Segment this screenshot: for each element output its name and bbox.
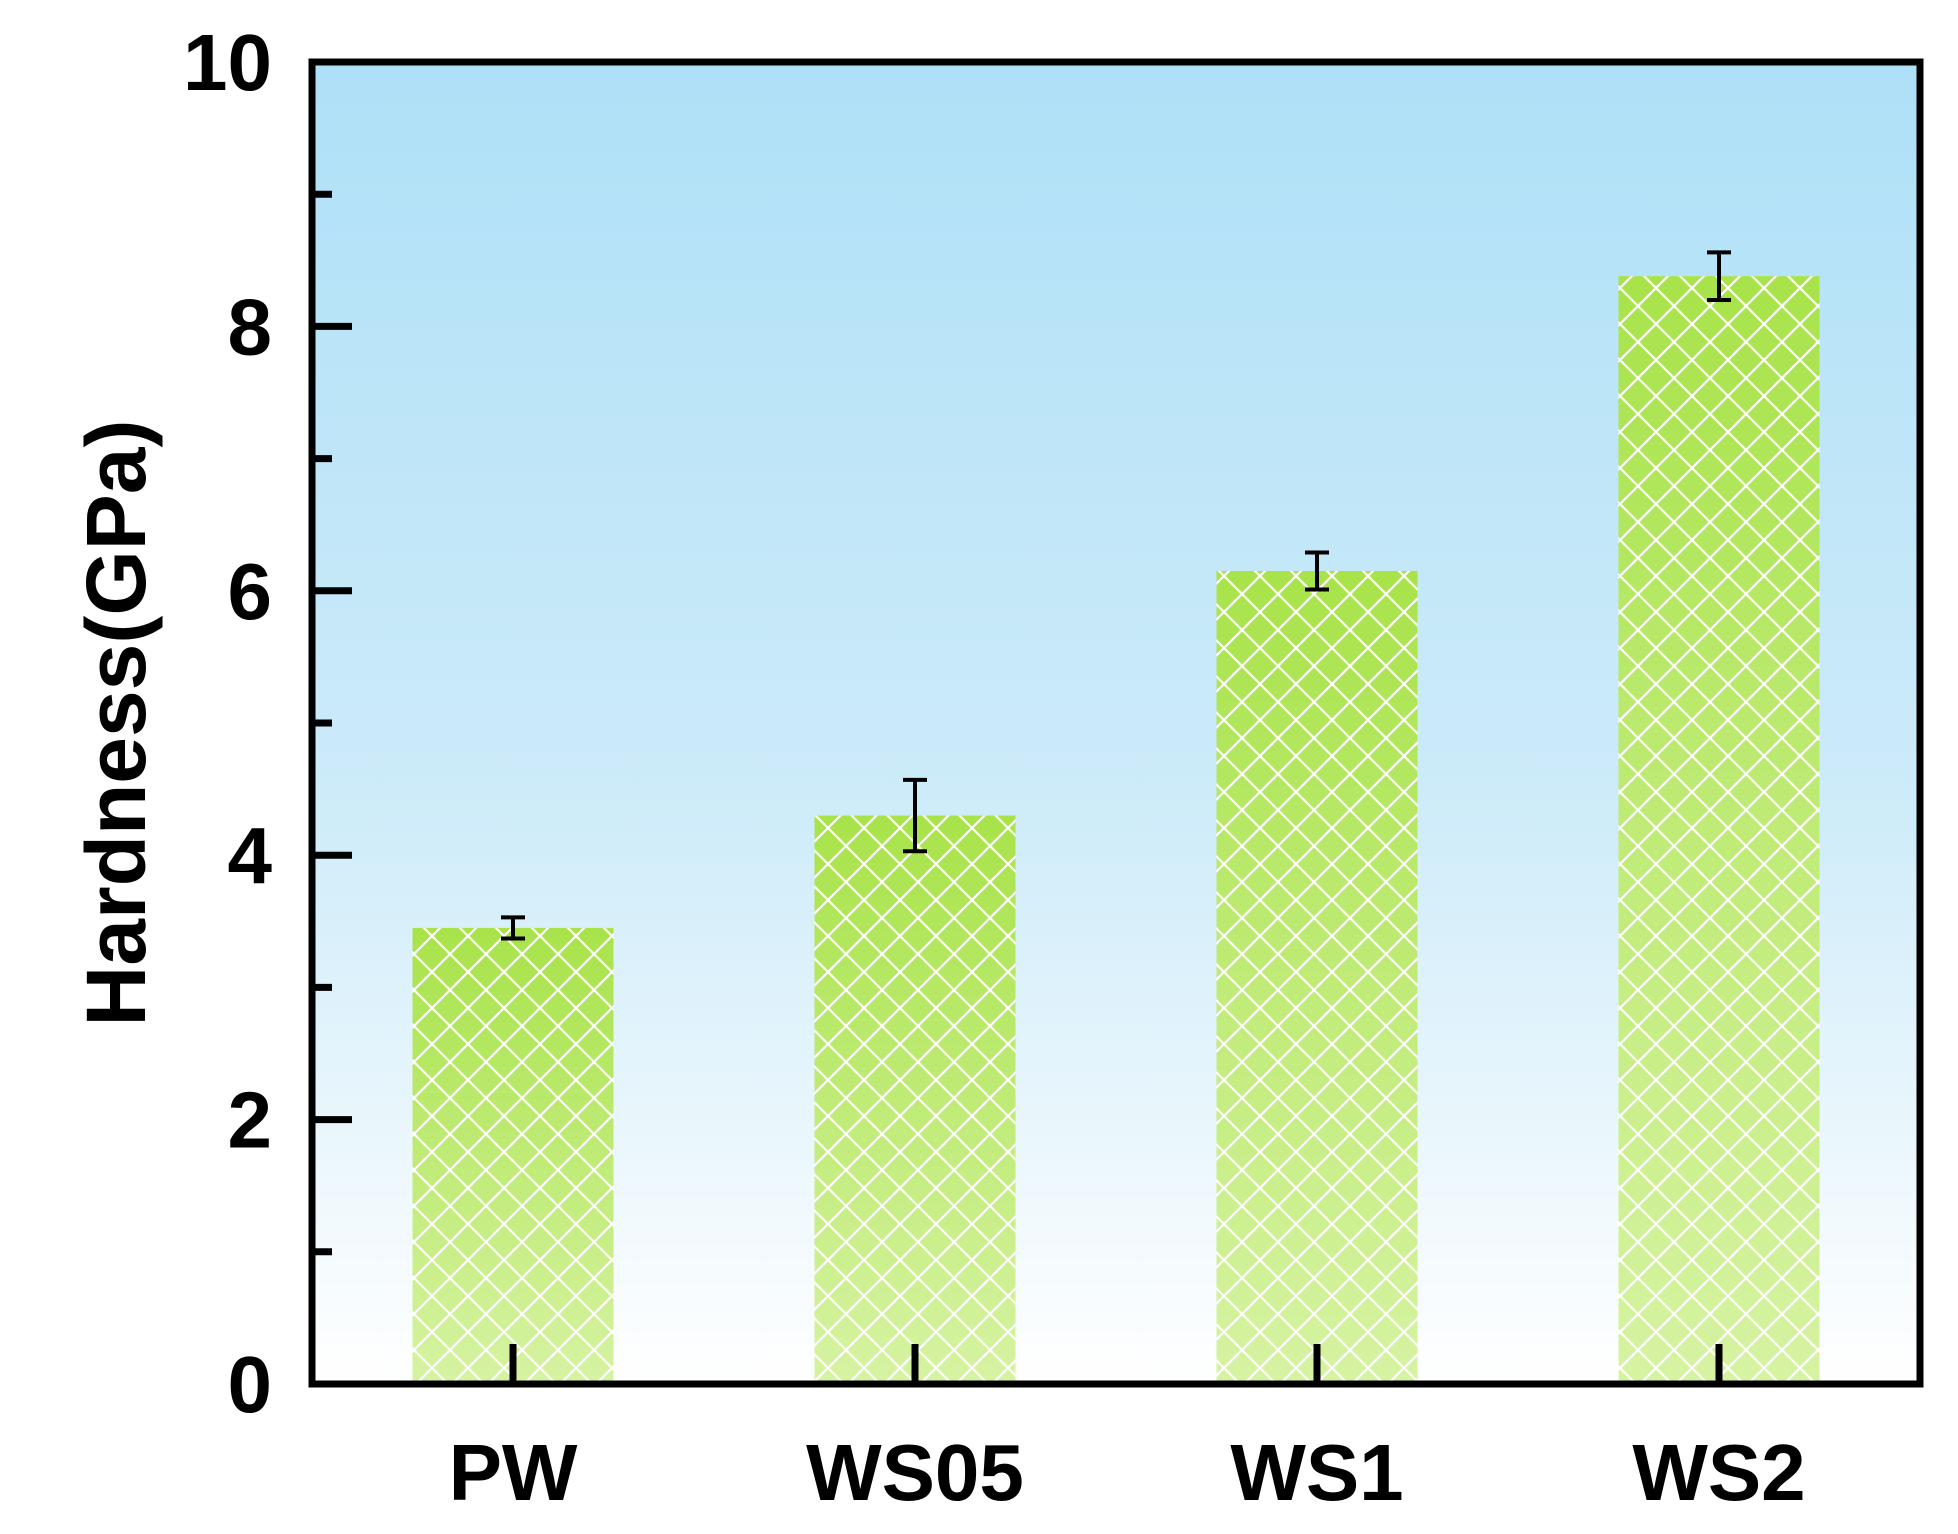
y-tick-labels-group: 0 2 4 6 8 10 <box>183 18 272 1429</box>
y-axis-title: Hardness(GPa) <box>69 420 163 1027</box>
x-tick-label-ws2: WS2 <box>1632 1428 1805 1517</box>
error-bar-ws2 <box>1707 250 1731 302</box>
bar-hatch-pw <box>412 927 614 1384</box>
error-bar-ws05 <box>903 777 927 854</box>
x-ticks-group <box>509 1344 1723 1384</box>
y-tick-label-8: 8 <box>228 282 273 371</box>
error-bars-group <box>501 250 1731 941</box>
bar-hatch-ws2 <box>1618 276 1820 1384</box>
x-tick-label-pw: PW <box>449 1428 578 1517</box>
x-tick-labels-group: PW WS05 WS1 WS2 <box>449 1428 1806 1517</box>
bar-hatch-ws05 <box>814 815 1016 1384</box>
error-bar-ws1 <box>1305 550 1329 592</box>
bar-hatch-ws1 <box>1216 570 1418 1384</box>
y-tick-label-6: 6 <box>228 547 273 636</box>
y-tick-label-0: 0 <box>228 1340 273 1429</box>
y-ticks-group <box>312 58 352 1388</box>
error-bar-pw <box>501 915 525 941</box>
y-tick-label-4: 4 <box>228 811 273 900</box>
y-tick-label-2: 2 <box>228 1076 273 1165</box>
bars-group <box>412 276 1820 1384</box>
y-tick-label-10: 10 <box>183 18 272 107</box>
x-tick-label-ws1: WS1 <box>1230 1428 1403 1517</box>
x-tick-label-ws05: WS05 <box>806 1428 1024 1517</box>
